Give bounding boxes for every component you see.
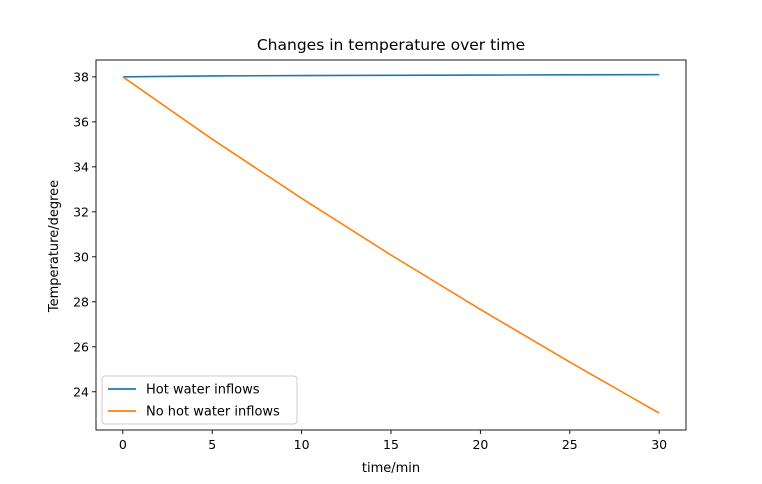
series-line-1 bbox=[122, 73, 660, 78]
y-tick-label: 30 bbox=[73, 249, 89, 264]
legend-label-2: No hot water inflows bbox=[146, 405, 280, 420]
x-tick-label: 10 bbox=[294, 437, 310, 452]
plot-area bbox=[122, 73, 660, 414]
y-tick-label: 36 bbox=[73, 114, 89, 129]
y-tick-label: 34 bbox=[73, 159, 89, 174]
y-tick-label: 32 bbox=[73, 204, 89, 219]
series-line-2 bbox=[122, 76, 660, 414]
x-tick-label: 30 bbox=[651, 437, 667, 452]
y-tick-label: 28 bbox=[73, 294, 89, 309]
x-axis-label: time/min bbox=[362, 461, 420, 476]
legend: Hot water inflows No hot water inflows bbox=[101, 375, 298, 425]
axes: 0 5 10 15 20 25 30 24 26 28 30 32 34 36 38 bbox=[73, 59, 687, 452]
y-tick-label: 26 bbox=[73, 339, 89, 354]
x-tick-label: 20 bbox=[472, 437, 488, 452]
y-axis-label: Temperature/degree bbox=[47, 180, 62, 313]
y-tick-label: 38 bbox=[73, 69, 89, 84]
legend-label-1: Hot water inflows bbox=[146, 383, 260, 398]
x-tick-label: 25 bbox=[562, 437, 578, 452]
x-tick-label: 5 bbox=[208, 437, 216, 452]
x-tick-label: 15 bbox=[383, 437, 399, 452]
chart-title: Changes in temperature over time bbox=[257, 36, 525, 54]
legend-box bbox=[101, 375, 298, 425]
x-tick-label: 0 bbox=[119, 437, 127, 452]
y-tick-label: 24 bbox=[73, 384, 89, 399]
